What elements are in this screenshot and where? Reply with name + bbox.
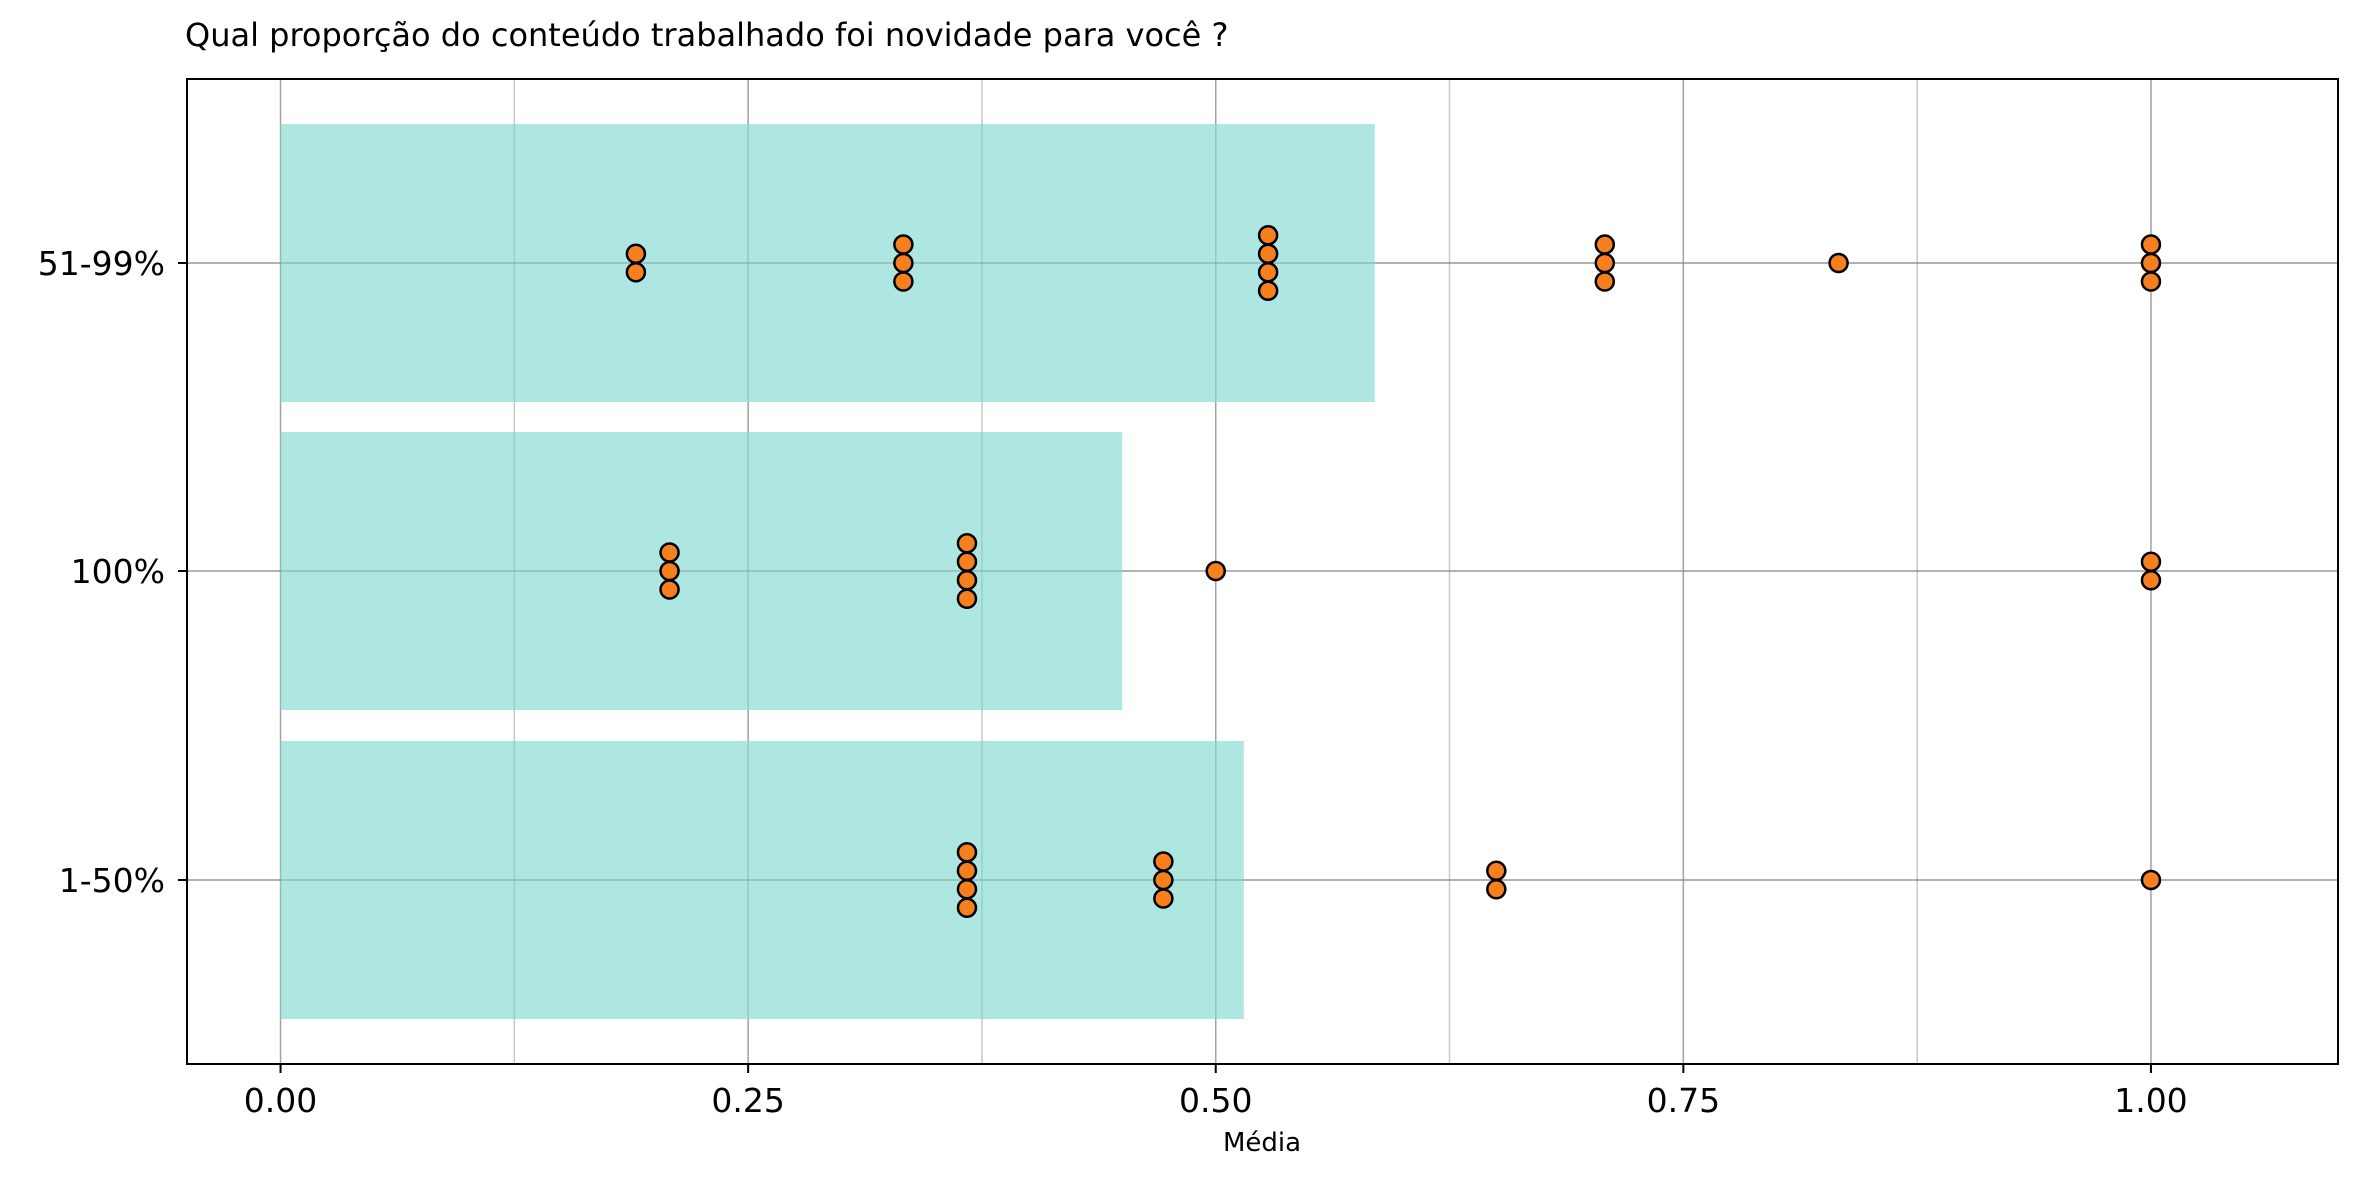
points [625,225,2162,918]
data-point [1486,879,1507,900]
y-axis: 51-99% 100% 1-50% [38,244,187,900]
data-point [2140,271,2162,292]
data-point [893,234,914,255]
y-tick-label: 1-50% [59,861,165,900]
data-point [1153,869,1174,891]
data-point [956,588,978,609]
data-point [1594,234,1616,255]
data-point [956,551,978,572]
data-point [956,879,978,900]
data-point [1594,252,1616,274]
data-point [2140,252,2162,274]
data-point [2140,869,2162,891]
data-point [1257,280,1279,301]
data-point [1257,262,1279,283]
bar-51-99% [280,124,1375,402]
chart-title: Qual proporção do conteúdo trabalhado fo… [185,16,1228,54]
x-tick-label: 0.75 [1647,1081,1720,1120]
data-point [625,243,647,264]
data-point [1594,271,1616,292]
data-point [659,560,680,582]
data-point [956,897,978,918]
data-point [956,570,978,591]
y-tick-label: 100% [71,552,165,591]
x-axis-label: Média [1223,1128,1301,1158]
bars [187,79,2338,1064]
x-axis: 0.00 0.25 0.50 0.75 1.00 [244,1064,2188,1120]
data-point [2140,551,2162,572]
data-point [2140,234,2162,255]
data-point [1205,560,1226,582]
data-point [659,542,680,563]
data-point [893,271,914,292]
data-point [1257,243,1279,264]
data-point [956,533,978,554]
x-tick-label: 0.00 [244,1081,317,1120]
data-point [625,262,647,283]
data-point [2140,570,2162,591]
data-point [659,579,680,600]
y-tick-label: 51-99% [38,244,165,283]
data-point [1153,888,1174,909]
x-tick-label: 1.00 [2114,1081,2187,1120]
data-point [956,842,978,863]
data-point [1486,860,1507,881]
bar-100% [280,432,1123,710]
x-tick-label: 0.50 [1179,1081,1252,1120]
data-point [956,860,978,881]
x-tick-label: 0.25 [711,1081,784,1120]
plot-frame [186,78,2339,1065]
data-point [1257,225,1279,246]
data-point [1828,252,1849,274]
data-point [1153,851,1174,872]
bar-1-50% [280,741,1244,1019]
data-point [893,252,914,274]
